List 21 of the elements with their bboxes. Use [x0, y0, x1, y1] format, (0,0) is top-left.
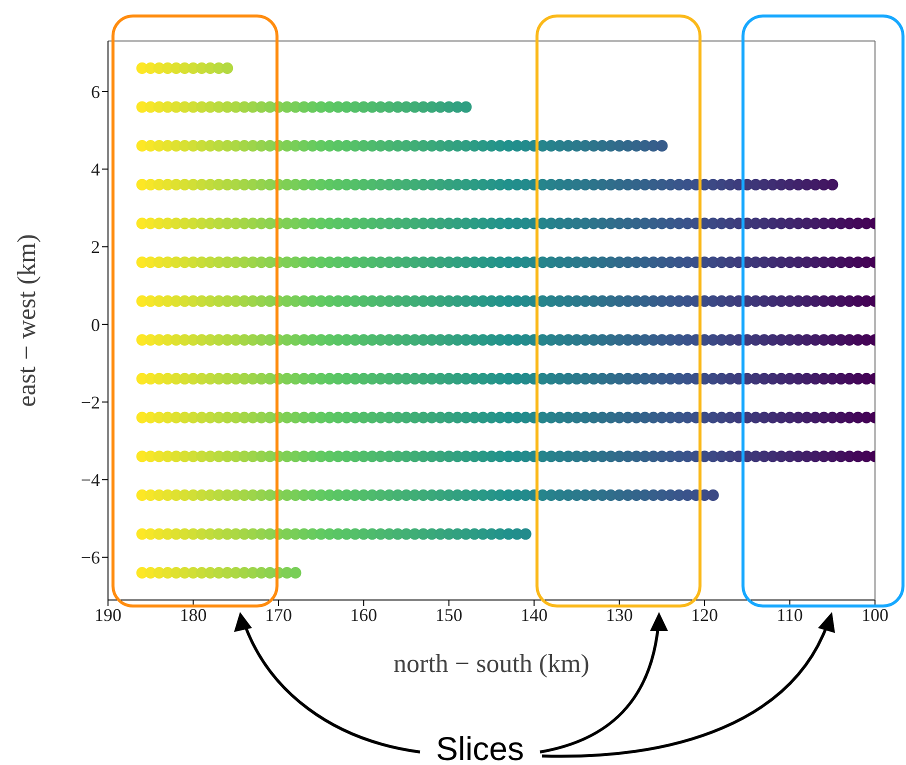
x-tick-label: 130: [606, 604, 633, 625]
y-tick-label: −2: [80, 392, 100, 412]
y-tick-label: 4: [91, 159, 100, 180]
x-tick-label: 140: [520, 604, 548, 625]
x-tick-label: 180: [180, 604, 207, 625]
x-tick-label: 170: [264, 604, 292, 625]
y-tick-label: 0: [91, 314, 100, 335]
text: Slices: [436, 730, 524, 765]
y-tick-label: −4: [80, 470, 100, 490]
x-axis-title: north − south (km): [394, 649, 590, 678]
x-tick-label: 150: [435, 604, 462, 625]
y-tick-label: 6: [91, 82, 100, 102]
point: [520, 528, 532, 540]
x-tick-label: 100: [862, 604, 888, 625]
x-tick-label: 110: [776, 604, 803, 625]
y-tick-label: −6: [80, 548, 100, 568]
y-tick-label: 2: [91, 237, 100, 258]
x-tick-label: 190: [94, 604, 122, 625]
y-axis-title: east − west (km): [12, 234, 42, 407]
x-tick-label: 120: [691, 604, 718, 625]
x-tick-label: 160: [350, 604, 378, 625]
